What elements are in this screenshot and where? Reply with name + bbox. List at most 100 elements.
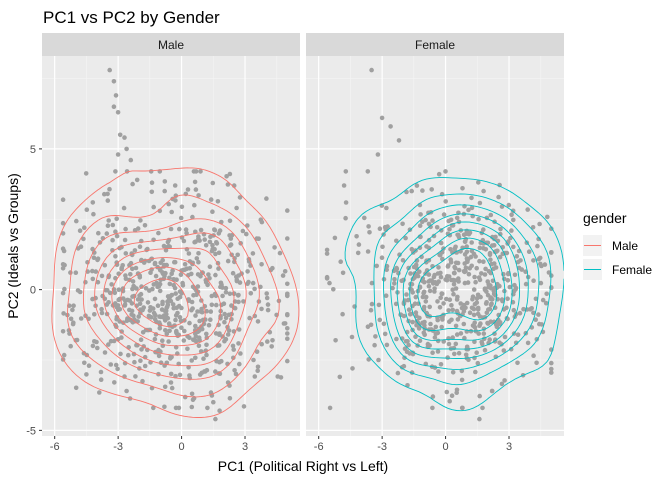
data-point [418, 212, 423, 217]
data-point [447, 297, 453, 303]
data-point [431, 233, 437, 239]
data-point [432, 365, 438, 370]
data-point [117, 132, 123, 138]
data-point [285, 312, 290, 317]
data-point [193, 239, 198, 244]
data-point [223, 315, 229, 321]
data-point [390, 285, 395, 291]
data-point [471, 287, 477, 292]
data-point [549, 285, 554, 290]
data-point [479, 271, 484, 276]
data-point [198, 169, 203, 174]
data-point [173, 313, 179, 318]
data-point [210, 209, 215, 214]
data-point [255, 368, 260, 374]
data-point [251, 357, 256, 363]
data-point [356, 242, 362, 247]
data-point [162, 188, 167, 194]
data-point [113, 322, 118, 328]
data-point [483, 247, 489, 252]
data-point [204, 308, 209, 314]
data-point [197, 372, 203, 377]
facet-male-layer [51, 67, 300, 422]
data-point [84, 372, 89, 377]
data-point [74, 337, 80, 343]
data-point [113, 93, 119, 98]
data-point [210, 246, 215, 252]
data-point [543, 300, 549, 306]
data-point [186, 251, 192, 256]
data-point [172, 183, 178, 188]
data-point [171, 305, 176, 311]
data-point [121, 205, 127, 211]
data-point [498, 231, 503, 237]
data-point [515, 332, 521, 338]
density-contour [94, 232, 247, 367]
data-point [444, 296, 449, 302]
data-point [118, 351, 123, 357]
data-point [438, 362, 444, 367]
data-point [381, 321, 387, 327]
data-point [157, 288, 163, 294]
data-point [259, 341, 265, 347]
data-point [122, 135, 127, 140]
data-point [462, 335, 467, 341]
data-point [491, 243, 497, 248]
data-point [430, 218, 435, 223]
data-point [475, 311, 481, 317]
density-contour [103, 247, 235, 356]
data-point [355, 250, 361, 256]
data-point [134, 177, 140, 183]
data-point [84, 207, 90, 212]
data-point [449, 317, 454, 323]
data-point [241, 299, 246, 304]
data-point [180, 280, 185, 286]
data-point [394, 238, 399, 244]
data-point [179, 325, 184, 331]
data-point [462, 280, 468, 286]
data-point [94, 339, 99, 345]
x-tick-label: 0 [443, 441, 449, 453]
data-point [173, 405, 179, 411]
data-point [98, 377, 104, 383]
data-point [423, 294, 429, 300]
data-point [117, 306, 123, 312]
data-point [437, 305, 443, 310]
data-point [537, 221, 542, 227]
density-contour [409, 237, 506, 332]
data-point [446, 336, 451, 341]
data-point [502, 288, 507, 294]
data-point [414, 183, 420, 188]
data-point [474, 300, 480, 305]
data-point [482, 272, 488, 277]
data-point [414, 322, 419, 328]
data-point [285, 281, 290, 287]
data-point [160, 338, 165, 344]
data-point [185, 346, 190, 352]
data-point [507, 284, 513, 290]
data-point [354, 234, 359, 239]
data-point [155, 303, 161, 309]
data-point [234, 205, 239, 211]
data-point [187, 320, 192, 326]
data-point [514, 253, 520, 259]
data-point [474, 296, 480, 301]
data-point [366, 224, 371, 229]
data-point [264, 295, 270, 301]
data-point [152, 260, 158, 266]
data-point [196, 259, 201, 265]
data-point [482, 347, 488, 353]
data-point [92, 312, 97, 317]
data-point [114, 233, 120, 239]
data-point [107, 67, 112, 73]
data-point [487, 252, 493, 257]
data-point [227, 291, 233, 297]
data-point [60, 231, 66, 236]
data-point [538, 280, 544, 286]
data-point [435, 338, 441, 344]
data-point [258, 217, 264, 222]
data-point [384, 342, 390, 348]
data-point [277, 250, 283, 256]
data-point [229, 303, 234, 308]
